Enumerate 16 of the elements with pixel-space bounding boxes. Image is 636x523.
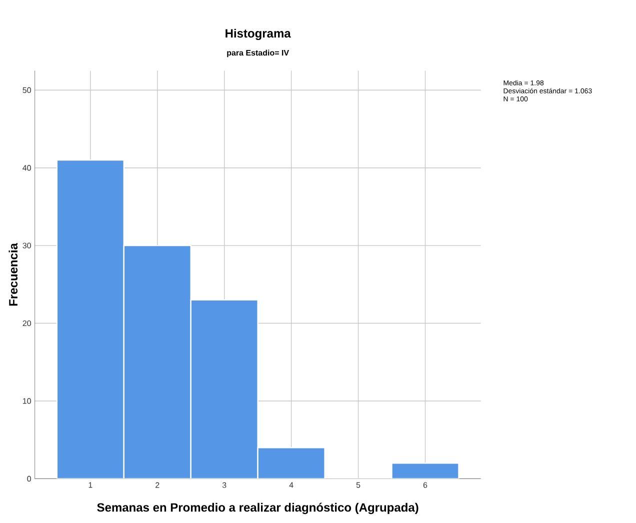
x-tick-label: 3 <box>222 482 226 488</box>
x-tick-label: 6 <box>423 482 428 488</box>
x-tick-label: 1 <box>88 482 92 488</box>
x-tick-label: 2 <box>156 482 160 488</box>
chart-title: Histograma <box>226 28 291 40</box>
chart-subtitle: para Estadio= IV <box>227 50 290 58</box>
y-tick-label: 0 <box>27 476 31 482</box>
x-axis-title: Semanas en Promedio a realizar diagnóstico (Agrupada) <box>97 502 418 514</box>
y-tick-label: 30 <box>22 242 31 248</box>
y-axis-title: Frecuencia <box>8 242 18 306</box>
y-tick-label: 40 <box>22 165 31 171</box>
y-tick-label: 10 <box>23 398 31 404</box>
x-tick-label: 4 <box>289 482 294 488</box>
y-tick-label: 50 <box>22 87 31 93</box>
y-tick-label: 20 <box>22 320 31 326</box>
x-tick-label: 5 <box>356 482 360 488</box>
